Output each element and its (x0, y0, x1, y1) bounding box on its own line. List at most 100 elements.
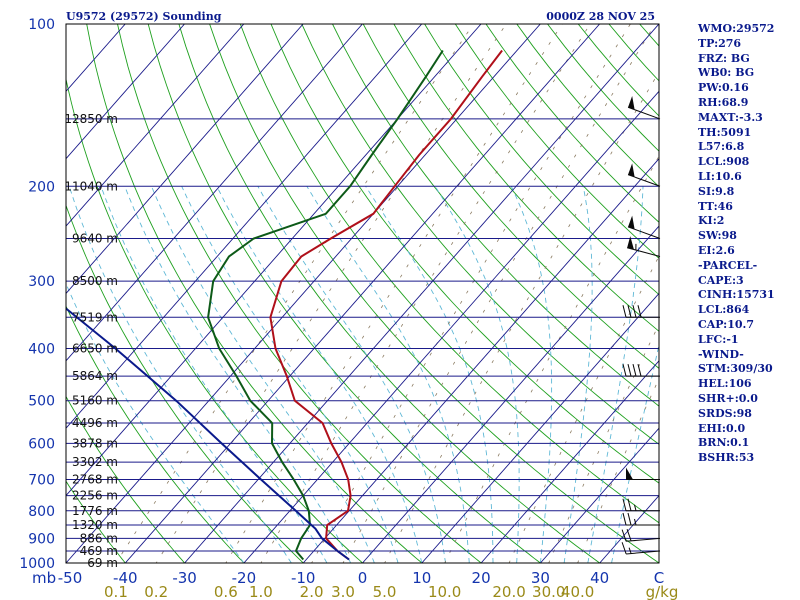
index-item: WB0: BG (698, 66, 755, 80)
wind-barb (622, 512, 660, 526)
dry-adiabat (239, 24, 659, 524)
height-level-label: 5864 m (72, 369, 118, 383)
mixing-ratio-line (260, 24, 591, 563)
index-item: MAXT:-3.3 (698, 110, 763, 124)
isotherm (540, 427, 659, 563)
dry-adiabat (301, 24, 659, 445)
dry-adiabat (66, 305, 245, 563)
index-item: LCL:908 (698, 155, 750, 169)
pressure-tick-label: 600 (28, 436, 55, 452)
pressure-tick-label: 700 (28, 473, 55, 489)
sounding-time: 0000Z 28 NOV 25 (546, 10, 655, 23)
isotherm (243, 90, 659, 563)
temperature-tick-label: 0 (358, 569, 368, 587)
pressure-tick-label: 200 (28, 179, 55, 195)
isotherm (480, 360, 659, 563)
height-level-label: 2256 m (72, 489, 118, 503)
moist-adiabat (611, 342, 659, 563)
temperature-tick-label: -30 (172, 569, 197, 587)
mixing-ratio-tick-label: 2.0 (300, 583, 324, 600)
index-item: -PARCEL- (698, 258, 758, 272)
index-item: SRDS:98 (698, 406, 752, 420)
index-item: EI:2.6 (698, 243, 735, 257)
station-title: U9572 (29572) Sounding (66, 10, 222, 23)
index-item: LCL:864 (698, 303, 750, 317)
moist-adiabat (510, 186, 553, 563)
dry-adiabat (86, 24, 423, 563)
height-level-label: 469 m (80, 544, 118, 558)
mixing-ratio-line (342, 24, 656, 563)
wind-barb (627, 236, 661, 257)
mixing-ratio-tick-label: 10.0 (428, 583, 461, 600)
index-item: KI:2 (698, 214, 725, 228)
index-item: LFC:-1 (698, 332, 739, 346)
index-item: -WIND- (698, 347, 744, 361)
height-level-label: 69 m (87, 556, 118, 570)
height-level-label: 9640 m (72, 231, 118, 245)
temperature-tick-label: -50 (58, 569, 83, 587)
pressure-tick-label: 1000 (19, 556, 55, 572)
height-level-label: 6650 m (72, 342, 118, 356)
wind-barb (627, 96, 661, 120)
mixing-ratio-tick-label: 20.0 (492, 583, 525, 600)
index-item: SI:9.8 (698, 184, 735, 198)
isotherm (66, 24, 245, 227)
pressure-tick-label: 900 (28, 531, 55, 547)
moist-adiabat (100, 186, 328, 563)
temperature-tick-label: 30 (531, 569, 550, 587)
wind-barb (626, 467, 660, 481)
mixing-ratio-tick-label: 30.0 (532, 583, 565, 600)
height-level-label: 11040 m (64, 179, 118, 193)
mixing-ratio-line (384, 71, 659, 563)
moist-adiabat (365, 186, 494, 563)
isotherm (362, 225, 659, 563)
index-item: PW:0.16 (698, 81, 749, 95)
temperature-tick-label: -20 (232, 569, 257, 587)
index-item: SW:98 (698, 229, 737, 243)
index-item: TT:46 (698, 199, 733, 213)
mixing-ratio-line (155, 24, 507, 563)
temperature-tick-label: -10 (291, 569, 316, 587)
wind-barb (622, 363, 660, 377)
moist-adiabat (150, 186, 375, 563)
pressure-tick-label: 300 (28, 274, 55, 290)
mixing-ratio-tick-label: 5.0 (373, 583, 397, 600)
height-level-label: 1320 m (72, 518, 118, 532)
isotherm (0, 24, 7, 563)
index-item: EHI:0.0 (698, 421, 746, 435)
height-level-label: 4496 m (72, 416, 118, 430)
height-level-label: 3302 m (72, 455, 118, 469)
index-item: CINH:15731 (698, 288, 775, 302)
isotherm (302, 158, 659, 563)
mixing-ratio-tick-label: 0.1 (104, 583, 128, 600)
index-item: STM:309/30 (698, 362, 773, 376)
index-item: FRZ: BG (698, 51, 750, 65)
wind-barb (627, 163, 661, 187)
mixing-ratio-unit-label: g/kg (646, 583, 679, 600)
mixing-ratio-tick-label: 40.0 (561, 583, 594, 600)
isotherm (66, 24, 541, 563)
index-item: TH:5091 (698, 125, 752, 139)
temperature-tick-label: C (654, 569, 664, 587)
wind-barb (622, 498, 660, 512)
mixing-ratio-tick-label: 0.2 (144, 583, 168, 600)
moist-adiabat (257, 186, 446, 563)
index-item: CAPE:3 (698, 273, 744, 287)
height-level-label: 886 m (80, 531, 118, 545)
height-level-label: 7519 m (72, 310, 118, 324)
wind-barb (622, 305, 660, 318)
index-item: HEL:106 (698, 377, 752, 391)
mixing-ratio-line (444, 155, 659, 563)
index-item: SHR+:0.0 (698, 391, 758, 405)
moist-adiabat (124, 186, 352, 563)
dry-adiabat (424, 24, 659, 296)
dry-adiabat (66, 395, 186, 563)
pressure-tick-label: 500 (28, 394, 55, 410)
index-item: CAP:10.7 (698, 317, 755, 331)
dry-adiabat (147, 24, 542, 563)
isotherm (124, 24, 600, 563)
index-item: BRN:0.1 (698, 436, 750, 450)
temperature-tick-label: 40 (590, 569, 609, 587)
index-item: BSHR:53 (698, 451, 755, 465)
